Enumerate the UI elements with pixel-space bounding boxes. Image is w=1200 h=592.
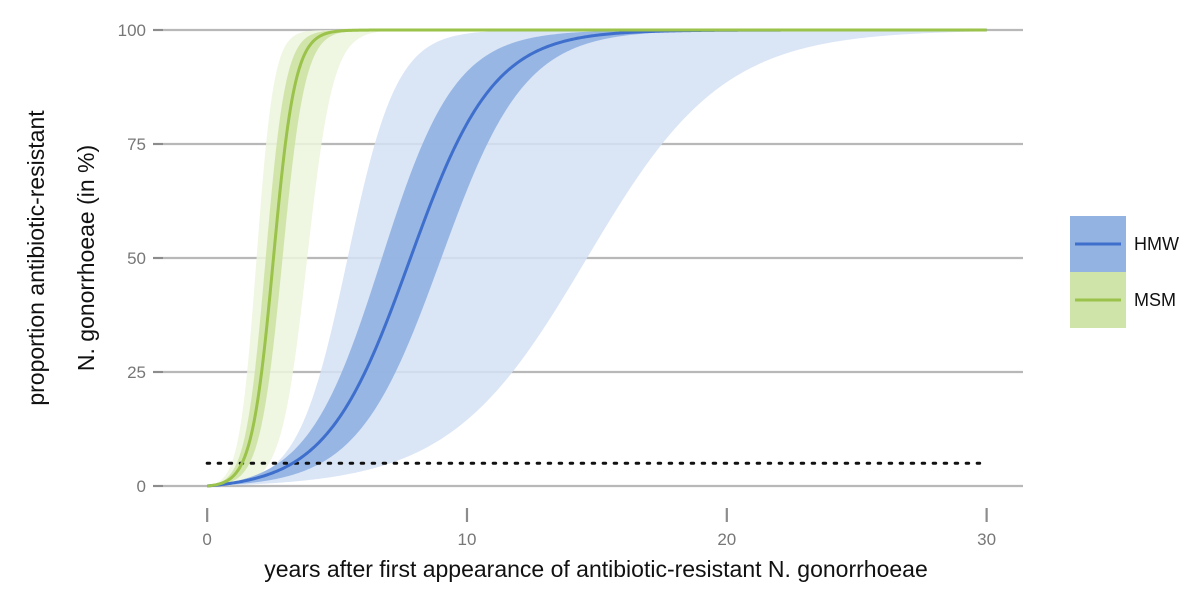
y-tick-label: 0	[137, 477, 146, 496]
y-axis-title-line-2: N. gonorrhoeae (in %)	[73, 145, 99, 371]
y-axis: 0 25 50 75 100	[118, 21, 163, 496]
y-axis-title-line-1: proportion antibiotic-resistant	[23, 110, 49, 406]
y-tick-label: 100	[118, 21, 146, 40]
msm-outer-band	[207, 30, 987, 486]
y-tick-label: 25	[127, 363, 146, 382]
msm-median-line	[207, 28, 987, 488]
x-tick-label: 20	[717, 530, 736, 549]
x-tick-label: 30	[977, 530, 996, 549]
y-axis-title: proportion antibiotic-resistant N. gonor…	[23, 110, 99, 406]
x-tick-label: 0	[202, 530, 211, 549]
x-axis: 0 10 20 30	[202, 508, 996, 549]
hmw-legend-label: HMW	[1134, 234, 1179, 254]
median-lines	[207, 28, 987, 488]
msm-legend-label: MSM	[1134, 290, 1176, 310]
confidence-bands	[207, 30, 987, 486]
legend: HMW MSM	[1070, 216, 1179, 328]
y-tick-label: 50	[127, 249, 146, 268]
x-tick-label: 10	[458, 530, 477, 549]
y-tick-label: 75	[127, 135, 146, 154]
x-axis-title: years after first appearance of antibiot…	[264, 556, 928, 582]
hmw-outer-band	[207, 30, 987, 486]
